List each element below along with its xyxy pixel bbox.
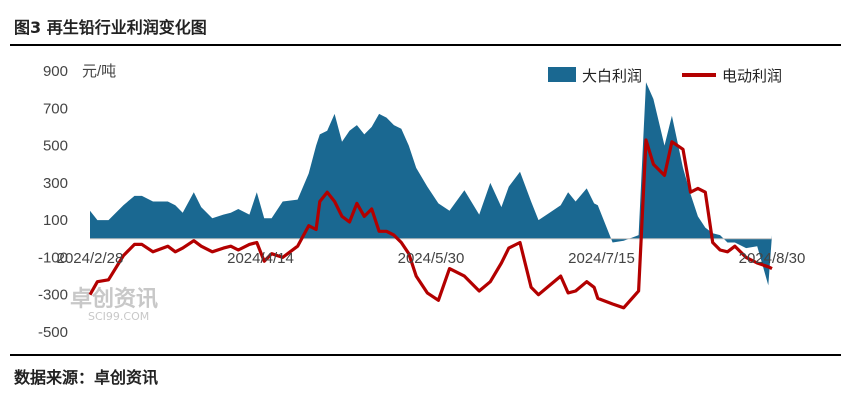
legend-label-dabai: 大白利润 [582,67,642,85]
bottom-rule [10,354,841,356]
watermark-text: 卓创资讯 [70,287,158,312]
series-line-diandong [88,138,773,310]
watermark-subtext: SCI99.COM [88,310,149,323]
y-tick-label: -100 [38,249,68,266]
y-tick-label: -300 [38,287,68,304]
area-series-layer [90,82,772,286]
y-axis-unit: 元/吨 [82,63,116,80]
legend: 大白利润 电动利润 [548,67,782,85]
x-tick-labels: 2024/2/28 2024/4/14 2024/5/30 2024/7/15 2024… [57,250,806,267]
x-tick-label: 2024/7/15 [568,250,635,267]
y-tick-label: 900 [43,63,68,80]
legend-swatch-dabai [548,67,576,82]
x-tick-label: 2024/2/28 [57,250,124,267]
figure-title: 图3 再生铅行业利润变化图 [14,18,207,37]
line-series-layer [88,138,773,310]
y-tick-label: 300 [43,175,68,192]
y-tick-label: -500 [38,324,68,341]
legend-label-diandong: 电动利润 [722,67,782,85]
x-tick-label: 2024/5/30 [398,250,465,267]
y-tick-label: 700 [43,100,68,117]
source-note: 数据来源：卓创资讯 [14,368,159,387]
series-area-dabai [90,82,772,286]
top-rule [10,44,841,46]
x-tick-label: 2024/4/14 [227,250,294,267]
y-tick-labels: 900 700 500 300 100 -100 -300 -500 元/吨 [38,63,116,341]
y-tick-label: 500 [43,138,68,155]
y-tick-label: 100 [43,212,68,229]
x-tick-label: 2024/8/30 [739,250,806,267]
